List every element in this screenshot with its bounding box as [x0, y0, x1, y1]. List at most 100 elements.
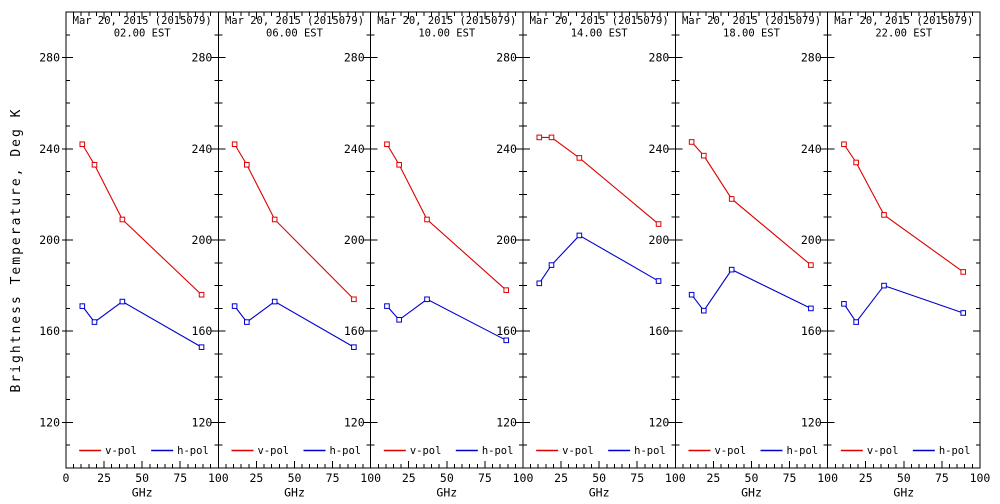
- legend-label: h-pol: [329, 445, 361, 457]
- y-tick-label: 280: [801, 51, 822, 65]
- panel-1: 120 160 200 240 280 0 25 50 75 100 GHz Mar 20, 2015…: [39, 11, 229, 500]
- x-axis-label: GHz: [436, 486, 457, 500]
- y-tick-label: 240: [496, 142, 517, 156]
- panel-title: Mar 20, 2015 (2015079): [530, 15, 669, 27]
- hpol-marker: [119, 298, 126, 305]
- vpol-marker: [244, 161, 250, 168]
- hpol-marker: [655, 278, 662, 284]
- vpol-marker: [271, 216, 278, 223]
- hpol-marker: [198, 344, 205, 350]
- legend: v-pol h-pol: [688, 445, 818, 457]
- legend-label: v-pol: [867, 445, 899, 457]
- y-tick-label: 240: [344, 142, 365, 156]
- panel-title: Mar 20, 2015 (2015079): [73, 15, 212, 27]
- vpol-marker: [384, 141, 390, 148]
- y-tick-label: 200: [192, 233, 213, 247]
- panel-title: Mar 20, 2015 (2015079): [834, 15, 973, 27]
- hpol-marker: [351, 344, 357, 350]
- hpol-marker: [688, 291, 695, 298]
- x-tick-label: 50: [135, 471, 149, 485]
- legend-label: v-pol: [257, 445, 289, 457]
- x-axis-label: GHz: [284, 486, 305, 500]
- panel-subtitle: 06.00 EST: [266, 28, 324, 40]
- hpol-marker: [384, 303, 390, 309]
- y-tick-label: 200: [496, 233, 517, 247]
- vpol-marker: [198, 291, 205, 298]
- vpol-marker: [91, 161, 98, 168]
- x-tick-label: 100: [360, 471, 381, 485]
- x-tick-label: 50: [592, 471, 606, 485]
- hpol-marker: [244, 319, 250, 325]
- legend-label: v-pol: [562, 445, 594, 457]
- x-tick-label: 100: [665, 471, 686, 485]
- x-tick-label: 50: [897, 471, 911, 485]
- y-tick-label: 240: [39, 142, 60, 156]
- y-tick-label: 120: [39, 415, 60, 429]
- y-tick-label: 280: [344, 51, 365, 65]
- vpol-marker: [853, 159, 859, 166]
- vpol-line: [386, 143, 507, 291]
- vpol-marker: [351, 296, 357, 303]
- hpol-line: [691, 268, 812, 312]
- legend: v-pol h-pol: [536, 445, 666, 457]
- vpol-line: [234, 143, 355, 300]
- hpol-marker: [536, 280, 543, 287]
- x-tick-label: 25: [706, 471, 720, 485]
- y-tick-label: 240: [192, 142, 213, 156]
- panel-4: 120 160 200 240 280 25 50 75 100 GHz Mar 20, 2015 …: [496, 11, 686, 500]
- y-tick-label: 120: [192, 415, 213, 429]
- y-tick-label: 200: [801, 233, 822, 247]
- y-tick-label: 200: [649, 233, 670, 247]
- vpol-marker: [881, 212, 887, 218]
- vpol-marker: [548, 134, 555, 141]
- vpol-line: [691, 141, 812, 266]
- legend: v-pol h-pol: [383, 445, 514, 457]
- hpol-marker: [231, 303, 238, 309]
- y-tick-label: 120: [496, 415, 517, 429]
- vpol-marker: [231, 141, 238, 148]
- y-tick-label: 160: [649, 324, 670, 338]
- legend: v-pol h-pol: [79, 445, 209, 457]
- x-tick-label: 75: [326, 471, 340, 485]
- vpol-marker: [424, 216, 430, 223]
- tick-marks: [62, 12, 219, 468]
- x-tick-label: 100: [817, 471, 838, 485]
- hpol-marker: [881, 282, 887, 289]
- y-tick-label: 120: [649, 415, 670, 429]
- vpol-marker: [688, 139, 695, 145]
- x-tick-label: 75: [783, 471, 797, 485]
- vpol-marker: [728, 196, 735, 202]
- x-axis-label: GHz: [589, 486, 610, 500]
- vpol-marker: [655, 221, 662, 227]
- panel-title: Mar 20, 2015 (2015079): [225, 15, 364, 27]
- tick-marks: [823, 12, 980, 468]
- hpol-marker: [576, 232, 583, 239]
- y-tick-label: 200: [344, 233, 365, 247]
- vpol-marker: [960, 269, 967, 275]
- hpol-marker: [424, 296, 430, 303]
- y-tick-label: 160: [344, 324, 365, 338]
- x-tick-label: 100: [208, 471, 229, 485]
- vpol-line: [539, 136, 659, 225]
- y-tick-label: 240: [801, 142, 822, 156]
- x-tick-label: 100: [970, 471, 991, 485]
- hpol-line: [234, 300, 355, 348]
- x-tick-label: 50: [440, 471, 454, 485]
- x-tick-label: 75: [630, 471, 644, 485]
- x-tick-label: 50: [745, 471, 759, 485]
- x-tick-label: 25: [249, 471, 263, 485]
- hpol-marker: [960, 310, 967, 316]
- vpol-marker: [701, 152, 707, 159]
- legend-label: h-pol: [177, 445, 209, 457]
- legend-label: h-pol: [634, 445, 666, 457]
- legend-label: h-pol: [786, 445, 818, 457]
- vpol-marker: [396, 161, 402, 168]
- panel-title: Mar 20, 2015 (2015079): [682, 15, 821, 27]
- x-tick-label: 100: [513, 471, 534, 485]
- x-tick-label: 50: [288, 471, 302, 485]
- vpol-marker: [503, 287, 510, 293]
- legend-label: h-pol: [482, 445, 514, 457]
- vpol-marker: [841, 141, 847, 148]
